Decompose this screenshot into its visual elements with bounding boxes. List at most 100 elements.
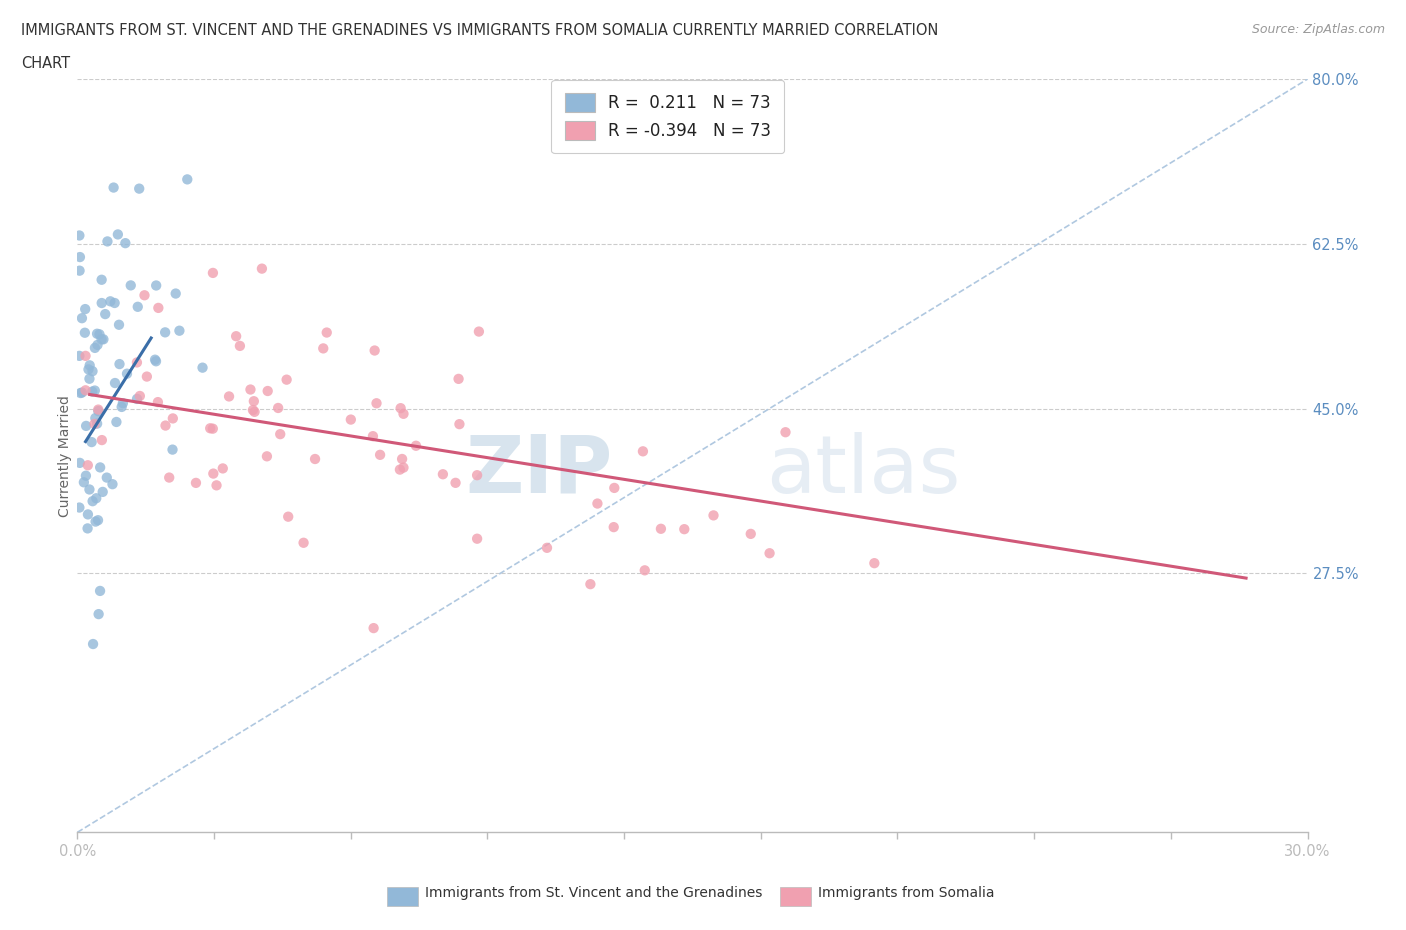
Point <box>86 338 108 352</box>
Text: Immigrants from Somalia: Immigrants from Somalia <box>818 885 995 900</box>
Point <box>79 358 101 373</box>
Point <box>90 296 112 311</box>
Point <box>368 447 391 462</box>
Point <box>465 468 488 483</box>
Point <box>447 371 470 386</box>
Point <box>191 360 214 375</box>
Point <box>145 278 167 293</box>
Point <box>76 521 98 536</box>
Point <box>184 475 207 490</box>
Point <box>363 620 385 635</box>
Point <box>128 181 150 196</box>
Point <box>73 475 96 490</box>
Text: ZIP: ZIP <box>465 432 613 510</box>
Point <box>775 425 797 440</box>
Point <box>361 429 384 444</box>
Point <box>77 507 100 522</box>
Point <box>239 382 262 397</box>
Text: Immigrants from St. Vincent and the Grenadines: Immigrants from St. Vincent and the Gren… <box>425 885 762 900</box>
Legend: R =  0.211   N = 73, R = -0.394   N = 73: R = 0.211 N = 73, R = -0.394 N = 73 <box>551 80 785 153</box>
Point <box>101 477 124 492</box>
Point <box>135 369 157 384</box>
Point <box>70 311 93 325</box>
Point <box>76 458 98 472</box>
Point <box>69 263 91 278</box>
Point <box>87 606 110 621</box>
Point <box>103 180 125 195</box>
Point <box>69 456 91 471</box>
Point <box>108 356 131 371</box>
Point <box>250 261 273 276</box>
Point <box>98 294 121 309</box>
Point <box>67 228 90 243</box>
Point <box>211 461 233 476</box>
Point <box>83 417 105 432</box>
Point <box>388 462 411 477</box>
Point <box>631 444 654 458</box>
Point <box>340 412 363 427</box>
Point <box>87 402 110 417</box>
Point <box>276 372 298 387</box>
Point <box>256 383 278 398</box>
Point <box>86 416 108 431</box>
Point <box>73 326 96 340</box>
Point <box>75 301 97 316</box>
Point <box>114 235 136 250</box>
Point <box>169 324 191 339</box>
Point <box>83 383 105 398</box>
Point <box>465 531 488 546</box>
Point <box>115 366 138 381</box>
Point <box>269 427 291 442</box>
Point <box>256 449 278 464</box>
Point <box>84 340 107 355</box>
Point <box>740 526 762 541</box>
Point <box>243 405 266 419</box>
Point <box>449 417 471 432</box>
Point <box>125 355 148 370</box>
Point <box>312 341 335 356</box>
Point <box>165 286 187 301</box>
Point <box>90 272 112 287</box>
Point <box>200 421 222 436</box>
Point <box>67 349 90 364</box>
Y-axis label: Currently Married: Currently Married <box>58 394 72 517</box>
Point <box>242 403 264 418</box>
Point <box>79 482 101 497</box>
Point <box>80 434 103 449</box>
Point <box>84 514 107 529</box>
Point <box>111 396 134 411</box>
Point <box>205 478 228 493</box>
Point <box>105 415 128 430</box>
Point <box>89 583 111 598</box>
Point <box>104 296 127 311</box>
Text: CHART: CHART <box>21 56 70 71</box>
Point <box>218 389 240 404</box>
Point <box>82 364 104 379</box>
Point <box>366 396 388 411</box>
Point <box>125 392 148 406</box>
Point <box>75 469 97 484</box>
Point <box>146 394 169 409</box>
Point <box>292 536 315 551</box>
Point <box>75 418 97 433</box>
Point <box>162 411 184 426</box>
Point <box>82 384 104 399</box>
Point <box>277 510 299 525</box>
Point <box>70 385 93 400</box>
Point <box>128 389 150 404</box>
Point <box>96 234 118 249</box>
Point <box>90 332 112 347</box>
Point <box>143 352 166 367</box>
Point <box>602 520 624 535</box>
Text: IMMIGRANTS FROM ST. VINCENT AND THE GRENADINES VS IMMIGRANTS FROM SOMALIA CURREN: IMMIGRANTS FROM ST. VINCENT AND THE GREN… <box>21 23 938 38</box>
Point <box>155 418 177 433</box>
Point <box>229 339 252 353</box>
Point <box>758 546 780 561</box>
Point <box>363 343 385 358</box>
Point <box>432 467 454 482</box>
Point <box>157 471 180 485</box>
Point <box>267 401 290 416</box>
Point <box>603 481 626 496</box>
Point <box>673 522 696 537</box>
Point <box>107 227 129 242</box>
